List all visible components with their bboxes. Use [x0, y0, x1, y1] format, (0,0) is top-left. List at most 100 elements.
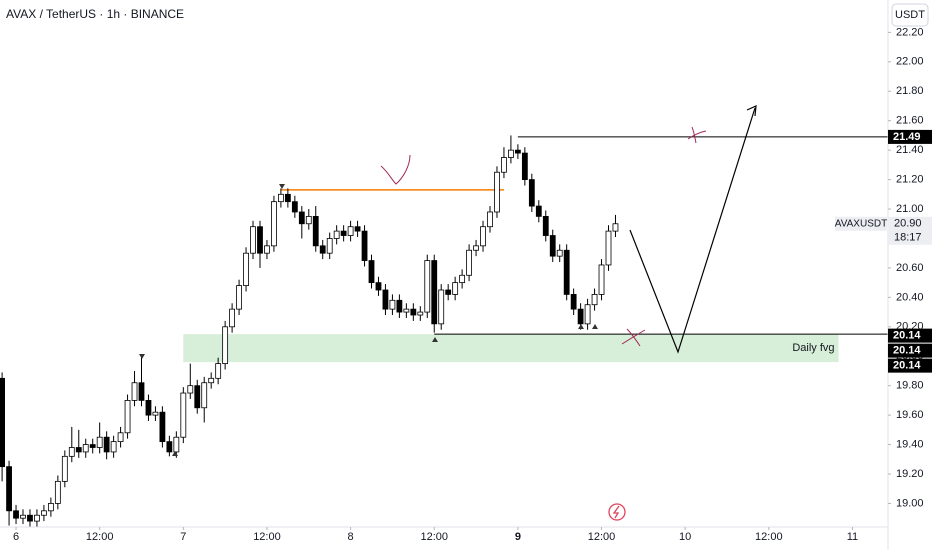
candle-body [54, 480, 61, 504]
x-tick-label: 9 [515, 531, 521, 543]
y-tick-label: 21.80 [896, 85, 924, 97]
price-tag-label: 21.49 [893, 131, 921, 143]
marker [139, 354, 145, 359]
zone-label: Daily fvg [792, 342, 834, 354]
x-tick-label: 12:00 [588, 531, 616, 543]
candle-body [27, 514, 33, 522]
candle-body [124, 400, 131, 434]
candle-body [41, 510, 47, 516]
candle-body [347, 226, 354, 236]
candle-body [236, 285, 242, 310]
y-tick-label: 21.20 [896, 173, 924, 185]
y-tick-label: 21.40 [896, 144, 924, 156]
candle-body [89, 444, 96, 448]
candle-body [257, 226, 263, 254]
marker [432, 337, 438, 342]
y-tick-label: 21.60 [896, 115, 924, 127]
currency: USDT [895, 9, 925, 21]
y-tick-label: 19.20 [896, 468, 924, 480]
candle-body [535, 205, 542, 217]
candle-body [445, 289, 452, 295]
last-price-tag [888, 216, 932, 245]
y-tick-label: 19.40 [896, 438, 924, 450]
y-tick-label: 22.20 [896, 26, 924, 38]
candle-body [264, 245, 270, 254]
price-tag [888, 328, 932, 343]
y-tick-label: 20.40 [896, 291, 924, 303]
candle-body [6, 466, 12, 512]
candle-body [389, 299, 396, 310]
candle-body [166, 441, 173, 453]
candle-body [438, 289, 445, 325]
price-tag-label: 20.14 [893, 345, 921, 357]
symbol-tag [835, 216, 887, 231]
price-tag-label: 20.14 [893, 330, 921, 342]
currency-box[interactable] [891, 3, 929, 27]
candle-body [319, 245, 326, 254]
swing-markers [139, 184, 598, 456]
arrow-head [746, 105, 757, 117]
candle-body [368, 260, 375, 284]
marker [578, 324, 584, 329]
candle-body [542, 215, 549, 236]
candle-body [20, 514, 26, 519]
candle-body [528, 179, 535, 207]
candle-body [47, 503, 54, 512]
chart-title: AVAX / TetherUS · 1h · BINANCE [6, 7, 184, 21]
candle-body [194, 385, 201, 409]
marker [592, 324, 598, 329]
candle-body [340, 230, 347, 236]
fvg-zone [183, 334, 839, 363]
candle-body [584, 304, 591, 325]
candle-body [312, 215, 319, 247]
candle-body [271, 201, 277, 247]
candle-body [291, 201, 298, 213]
candle-body [298, 211, 305, 225]
axes: 19.0019.2019.4019.6019.8020.0020.2020.40… [13, 26, 932, 543]
candle-body [375, 282, 382, 291]
candle-body [180, 392, 187, 438]
candle-body [243, 252, 249, 286]
candle-body [305, 215, 312, 225]
x-tick-label: 6 [13, 531, 19, 543]
y-tick-label: 19.60 [896, 409, 924, 421]
candle-body [424, 260, 431, 313]
candle-body [152, 411, 159, 416]
drawn-cross [687, 126, 707, 144]
candle-body [208, 377, 215, 384]
candle-body [333, 230, 340, 239]
candle-body [250, 226, 256, 254]
candle-body [382, 289, 389, 310]
candle-body [61, 455, 68, 482]
candle-body [187, 385, 194, 394]
y-tick-label: 19.00 [896, 497, 924, 509]
candle-body [96, 436, 103, 448]
candle-body [431, 260, 438, 325]
candle-body [110, 441, 117, 453]
price-tag [888, 343, 932, 358]
x-tick-label: 12:00 [755, 531, 783, 543]
candle-body [494, 171, 500, 213]
candle-body [591, 294, 598, 306]
candle-body [68, 447, 75, 457]
candle-body [480, 226, 486, 247]
candle-body [201, 382, 208, 409]
candle-body [103, 436, 110, 453]
lightning-icon[interactable] [608, 503, 626, 521]
drawn-cross [621, 328, 646, 347]
candle-body [403, 308, 410, 313]
candle-body [361, 230, 368, 261]
candle-body [549, 235, 556, 257]
candle-body [556, 249, 563, 257]
candle-body [605, 230, 612, 266]
candle-body [326, 238, 333, 254]
last-price-label: 20.90 [894, 218, 922, 230]
countdown: 18:17 [894, 232, 922, 244]
candle-body [521, 152, 528, 180]
x-tick-label: 12:00 [420, 531, 448, 543]
y-tick-label: 20.60 [896, 262, 924, 274]
candle-body [229, 308, 236, 328]
candle-body [284, 193, 291, 203]
x-tick-label: 10 [679, 531, 691, 543]
